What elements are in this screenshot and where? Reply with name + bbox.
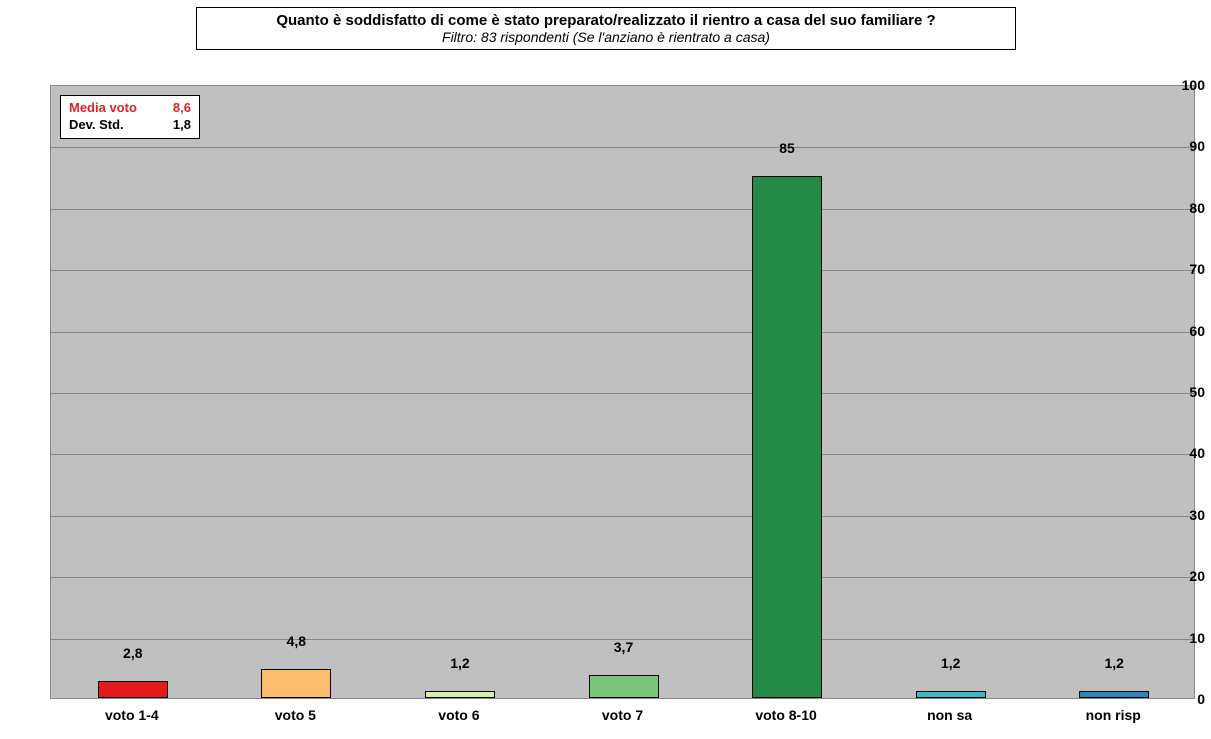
ytick-label: 90 [1161, 138, 1205, 154]
bar [752, 176, 822, 698]
xtick-label: non risp [1086, 707, 1141, 723]
stat-row-dev: Dev. Std. 1,8 [69, 117, 191, 134]
gridline [51, 393, 1194, 394]
bar-value-label: 4,8 [287, 633, 306, 649]
xtick-label: voto 7 [602, 707, 643, 723]
ytick-label: 60 [1161, 323, 1205, 339]
gridline [51, 454, 1194, 455]
ytick-label: 10 [1161, 630, 1205, 646]
xtick-label: non sa [927, 707, 972, 723]
xtick-label: voto 5 [275, 707, 316, 723]
ytick-label: 50 [1161, 384, 1205, 400]
bar [589, 675, 659, 698]
stats-box: Media voto 8,6 Dev. Std. 1,8 [60, 95, 200, 139]
ytick-label: 30 [1161, 507, 1205, 523]
gridline [51, 332, 1194, 333]
bar [425, 691, 495, 698]
bar [98, 681, 168, 698]
stat-value-dev: 1,8 [173, 117, 191, 134]
gridline [51, 516, 1194, 517]
gridline [51, 147, 1194, 148]
bar [261, 669, 331, 698]
stat-value-media: 8,6 [173, 100, 191, 117]
bar-value-label: 85 [779, 140, 795, 156]
gridline [51, 577, 1194, 578]
gridline [51, 209, 1194, 210]
gridline [51, 270, 1194, 271]
bar-value-label: 1,2 [1104, 655, 1123, 671]
chart-subtitle: Filtro: 83 rispondenti (Se l'anziano è r… [207, 29, 1005, 45]
ytick-label: 70 [1161, 261, 1205, 277]
plot-area: 2,8 4,8 1,2 3,7 85 1,2 1,2 [50, 85, 1195, 699]
bar-value-label: 2,8 [123, 645, 142, 661]
bar-value-label: 3,7 [614, 639, 633, 655]
ytick-label: 100 [1161, 77, 1205, 93]
xtick-label: voto 6 [438, 707, 479, 723]
ytick-label: 40 [1161, 445, 1205, 461]
chart-title: Quanto è soddisfatto di come è stato pre… [207, 12, 1005, 29]
stat-label-dev: Dev. Std. [69, 117, 124, 134]
ytick-label: 20 [1161, 568, 1205, 584]
stat-row-media: Media voto 8,6 [69, 100, 191, 117]
ytick-label: 0 [1161, 691, 1205, 707]
bar-value-label: 1,2 [941, 655, 960, 671]
ytick-label: 80 [1161, 200, 1205, 216]
bar-value-label: 1,2 [450, 655, 469, 671]
xtick-label: voto 1-4 [105, 707, 159, 723]
bar [1079, 691, 1149, 698]
xtick-label: voto 8-10 [755, 707, 816, 723]
chart-title-box: Quanto è soddisfatto di come è stato pre… [196, 7, 1016, 50]
bar [916, 691, 986, 698]
stat-label-media: Media voto [69, 100, 137, 117]
